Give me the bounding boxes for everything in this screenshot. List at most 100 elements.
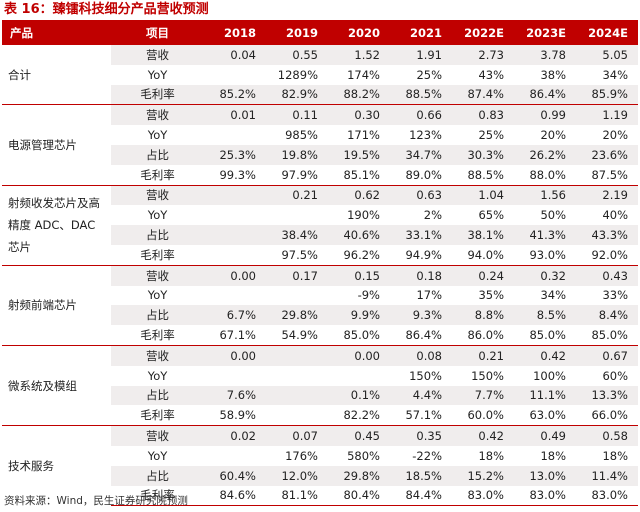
value-cell: 176% (285, 448, 318, 463)
value-cell: 1.56 (514, 184, 576, 206)
table-row: YoY 150% 150% 100% 60% (2, 366, 638, 386)
value-cell: 23.6% (576, 144, 638, 165)
header-year: 2018 (204, 22, 266, 45)
value-cell: 92.0% (576, 244, 638, 266)
product-name: 电源管理芯片 (2, 104, 111, 186)
metric-label: 毛利率 (111, 164, 204, 186)
value-cell: 0.58 (576, 425, 638, 446)
value-cell: -9% (357, 288, 380, 303)
value-cell: 87.4% (452, 84, 514, 106)
header-item: 项目 (111, 22, 204, 45)
value-cell: 0.45 (328, 425, 390, 446)
value-cell: 85.1% (328, 164, 390, 186)
value-cell: 190% (347, 208, 380, 223)
value-cell: 97.9% (266, 164, 328, 186)
metric-label: 营收 (111, 104, 204, 126)
metric-label: YoY (147, 368, 168, 383)
table-header-row: 产品 项目 2018 2019 2020 2021 2022E 2023E 20… (2, 22, 638, 45)
value-cell: 80.4% (328, 485, 390, 507)
value-cell: 0.24 (452, 264, 514, 286)
value-cell: 6.7% (204, 305, 266, 326)
value-cell: 87.5% (576, 164, 638, 186)
value-cell: 2.73 (452, 43, 514, 65)
value-cell: 97.5% (266, 244, 328, 266)
value-cell: 85.0% (328, 325, 390, 346)
value-cell: 0.04 (204, 43, 266, 65)
value-cell (204, 446, 266, 466)
value-cell: 86.4% (390, 325, 452, 346)
value-cell (204, 65, 266, 85)
value-cell (266, 286, 328, 306)
value-cell: 4.4% (390, 385, 452, 406)
value-cell: 0.67 (576, 344, 638, 366)
value-cell: 33.1% (390, 225, 452, 245)
value-cell: 1289% (277, 67, 318, 82)
metric-label: YoY (147, 128, 168, 143)
metric-label: 营收 (111, 264, 204, 286)
header-year: 2022E (452, 22, 514, 45)
metric-label: 营收 (111, 184, 204, 206)
table-body: 合计 营收 0.04 0.55 1.52 1.91 2.73 3.78 5.05 YoY 1289%… (2, 43, 638, 507)
value-cell: 50% (540, 208, 566, 223)
value-cell: 43% (478, 67, 504, 82)
value-cell: 100% (533, 368, 566, 383)
value-cell: 43.3% (576, 225, 638, 245)
value-cell: 0.18 (390, 264, 452, 286)
value-cell: 85.0% (576, 325, 638, 346)
metric-label: YoY (147, 288, 168, 303)
value-cell: 0.55 (266, 43, 328, 65)
value-cell: 85.2% (204, 84, 266, 106)
value-cell: 2.19 (576, 184, 638, 206)
value-cell: 0.07 (266, 425, 328, 446)
value-cell: 17% (416, 288, 442, 303)
value-cell: 58.9% (204, 405, 266, 427)
table-row: 占比 25.3% 19.8% 19.5% 34.7% 30.3% 26.2% 23.6% (2, 144, 638, 165)
value-cell (204, 125, 266, 145)
value-cell: 0.42 (514, 344, 576, 366)
value-cell (204, 366, 266, 386)
metric-label: 营收 (111, 43, 204, 65)
table-row: YoY -9% 17% 35% 34% 33% (2, 286, 638, 306)
value-cell: 85.9% (576, 84, 638, 106)
metric-label: 占比 (111, 385, 204, 406)
value-cell: 86.4% (514, 84, 576, 106)
header-year: 2021 (390, 22, 452, 45)
table-row: 合计 营收 0.04 0.55 1.52 1.91 2.73 3.78 5.05 (2, 43, 638, 105)
value-cell: 82.9% (266, 84, 328, 106)
value-cell: 84.6% (204, 485, 266, 507)
value-cell: 35% (478, 288, 504, 303)
value-cell: 94.0% (452, 244, 514, 266)
value-cell: 0.49 (514, 425, 576, 446)
value-cell: 0.01 (204, 104, 266, 126)
value-cell: 99.3% (204, 164, 266, 186)
value-cell (204, 286, 266, 306)
value-cell: 8.4% (576, 305, 638, 326)
value-cell: 0.66 (390, 104, 452, 126)
metric-label: 营收 (111, 344, 204, 366)
value-cell: 66.0% (576, 405, 638, 427)
table-row: 占比 7.6% 0.1% 4.4% 7.7% 11.1% 13.3% (2, 385, 638, 406)
value-cell: 60.4% (204, 465, 266, 486)
value-cell: 30.3% (452, 144, 514, 165)
value-cell: 0.62 (328, 184, 390, 206)
value-cell: 18% (478, 448, 504, 463)
value-cell: 580% (347, 448, 380, 463)
value-cell: 25% (478, 128, 504, 143)
value-cell: 0.63 (390, 184, 452, 206)
value-cell: 1.52 (328, 43, 390, 65)
value-cell: 11.4% (576, 465, 638, 486)
value-cell (204, 244, 266, 266)
value-cell: 7.7% (452, 385, 514, 406)
value-cell: 88.0% (514, 164, 576, 186)
value-cell (266, 405, 328, 427)
value-cell: 0.00 (204, 344, 266, 366)
value-cell: 83.0% (452, 485, 514, 507)
value-cell: 82.2% (328, 405, 390, 427)
product-name: 微系统及模组 (2, 344, 111, 426)
value-cell: 94.9% (390, 244, 452, 266)
value-cell: 86.0% (452, 325, 514, 346)
table-row: 电源管理芯片 营收 0.01 0.11 0.30 0.66 0.83 0.99 1.19 (2, 104, 638, 186)
table-row: 射频前端芯片 营收 0.00 0.17 0.15 0.18 0.24 0.32 0.43 (2, 264, 638, 346)
table-row: 占比 38.4% 40.6% 33.1% 38.1% 41.3% 43.3% (2, 225, 638, 245)
value-cell: 0.1% (328, 385, 390, 406)
